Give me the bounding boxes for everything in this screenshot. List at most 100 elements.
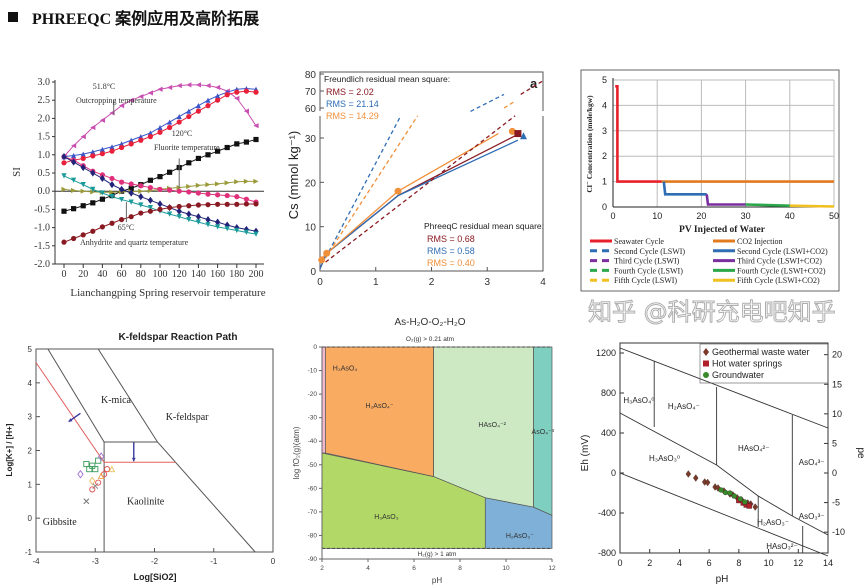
series-line-5 [325, 115, 516, 263]
arrow-head-icon [68, 418, 73, 422]
series-point [205, 191, 211, 197]
series-point [234, 179, 240, 185]
series-point [215, 84, 221, 91]
series-point [128, 97, 134, 103]
chloride-concentration-chart: 0 10 20 30 40 50 0 1 2 3 4 5 PV Injected of Water Cl⁻… [580, 69, 840, 292]
data-marker [508, 127, 516, 135]
series-point [215, 201, 221, 207]
series-point [157, 174, 163, 180]
annotation-label: Fluorite temperature [154, 143, 220, 152]
series-point [215, 97, 221, 103]
series-point [80, 163, 86, 172]
data-marker [394, 187, 402, 195]
y-tick-label: 400 [601, 428, 616, 438]
series-point [186, 160, 192, 166]
y2-tick-label: -5 [832, 498, 840, 508]
series-point [61, 239, 67, 245]
series-line-upper-5 [520, 80, 544, 95]
series-point [109, 194, 115, 200]
sample-point [97, 472, 105, 479]
series-point [109, 148, 115, 154]
sample-point [95, 479, 102, 486]
series-point [109, 181, 115, 189]
legend-marker [703, 360, 709, 367]
legend-box [699, 343, 829, 384]
legend-label: Fifth Cycle (LSWI) [614, 276, 677, 285]
series-point [147, 196, 153, 204]
series-point [205, 182, 211, 188]
sample-point [89, 486, 96, 493]
series-point [215, 148, 221, 154]
series-point [186, 113, 192, 120]
series-point [224, 226, 230, 232]
y-tick-label: 5 [602, 75, 607, 85]
annotation-label: Outcropping temperature [76, 96, 157, 105]
y-tick-label: 3 [602, 126, 607, 136]
legend-label: Fourth Cycle (LSWI) [614, 266, 683, 275]
legend-entry: RMS = 14.29 [326, 111, 379, 121]
series-point [119, 141, 125, 147]
slide-title: PHREEQC 案例应用及高阶拓展 [32, 11, 260, 28]
x-tick-label: 3 [484, 277, 490, 288]
series-point [205, 222, 211, 228]
series-line-0 [615, 85, 662, 183]
series-point [138, 193, 144, 201]
series-point [186, 183, 192, 190]
x-tick-label: 20 [696, 211, 706, 221]
series-point [253, 178, 259, 184]
series-point [138, 183, 144, 189]
legend-label: CO2 Injection [737, 237, 783, 246]
sample-point [704, 478, 711, 487]
series-point [128, 214, 134, 220]
series-point [61, 186, 67, 192]
series-8 [61, 201, 259, 245]
series-point [61, 153, 67, 161]
series-point [147, 177, 153, 183]
x-axis-label: pH [432, 576, 442, 585]
series-point [90, 186, 96, 192]
y-tick-label: -80 [308, 532, 318, 539]
series-point [128, 199, 134, 205]
series-point [119, 179, 125, 185]
series-point [167, 84, 173, 91]
y-tick-label: -10 [308, 368, 318, 375]
series-point [176, 214, 182, 220]
y-tick-label: -1.5 [34, 241, 50, 252]
series-point [195, 103, 201, 109]
series-line-1 [319, 139, 519, 270]
x-tick-label: 2 [320, 565, 324, 572]
series-point [186, 82, 192, 88]
y-tick-label: 0 [611, 468, 616, 478]
data-marker [323, 249, 331, 257]
series-point [119, 103, 125, 109]
species-label: H₂AsO₃⁻ [757, 518, 789, 527]
species-label: H₃AsO₄⁰ [623, 396, 654, 405]
y2-tick-label: -10 [832, 527, 845, 537]
si-temperature-chart: 3.0 2.5 2.0 1.5 1.0 0.5 0.0 -0.5 -1.0 -1.5 -2.0 0 20… [11, 77, 266, 299]
series-point [119, 196, 125, 203]
axis-break [314, 111, 549, 116]
sample-point [104, 466, 111, 473]
x-tick-label: 60 [117, 269, 127, 280]
data-marker [514, 130, 522, 138]
series-point [224, 192, 230, 199]
series-point [157, 206, 163, 212]
legend-label: Seawater Cycle [614, 237, 664, 246]
sample-point [685, 470, 692, 478]
x-tick-label: 4 [540, 277, 546, 288]
legend-label: Fifth Cycle (LSWI+CO2) [737, 276, 820, 285]
series-point [61, 160, 67, 166]
y-axis-label: SI [11, 167, 23, 177]
arrow-head-icon [131, 457, 136, 462]
sample-point [727, 490, 733, 496]
black-square-icon [8, 12, 18, 22]
y2-tick-label: 15 [832, 379, 842, 389]
x-tick-label: 0 [610, 211, 615, 221]
y-tick-label: 1200 [596, 348, 616, 358]
series-point [215, 218, 221, 226]
series-point [205, 83, 211, 89]
x-tick-label: -2 [151, 557, 159, 566]
series-point [99, 224, 105, 230]
legend-entry: RMS = 0.40 [427, 258, 475, 268]
y-tick-label: 0 [313, 344, 317, 351]
